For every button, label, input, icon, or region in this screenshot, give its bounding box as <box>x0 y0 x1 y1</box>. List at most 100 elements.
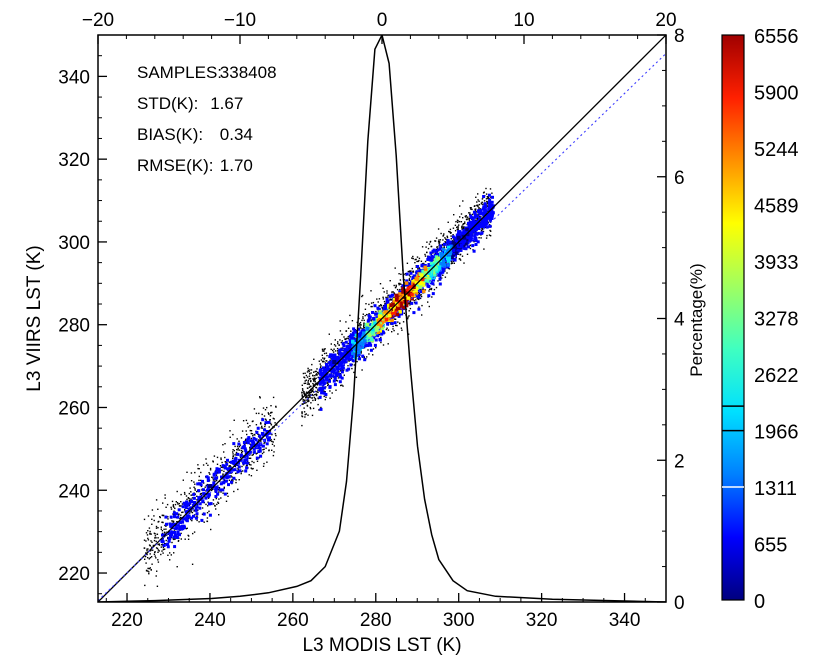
outlier-point <box>316 393 317 394</box>
outlier-point <box>431 246 432 247</box>
outlier-point <box>388 343 389 344</box>
density-cell <box>391 322 394 325</box>
outlier-point <box>194 488 195 489</box>
outlier-point <box>309 384 310 385</box>
outlier-point <box>339 339 340 340</box>
density-cell <box>407 296 410 299</box>
outlier-point <box>444 237 445 238</box>
outlier-point <box>171 520 172 521</box>
outlier-point <box>196 491 197 492</box>
outlier-point <box>170 507 171 508</box>
outlier-point <box>417 268 418 269</box>
outlier-point <box>418 260 419 261</box>
outlier-point <box>268 449 269 450</box>
outlier-point <box>203 464 204 465</box>
outlier-point <box>238 448 239 449</box>
outlier-point <box>451 263 452 264</box>
density-cell <box>457 230 460 233</box>
outlier-point <box>438 228 439 229</box>
outlier-point <box>156 528 157 529</box>
outlier-point <box>392 326 393 327</box>
outlier-point <box>227 496 228 497</box>
outlier-point <box>350 331 351 332</box>
y-tick-label: 280 <box>58 316 90 337</box>
outlier-point <box>458 227 459 228</box>
outlier-point <box>157 527 158 528</box>
outlier-point <box>459 205 460 206</box>
outlier-point <box>386 292 387 293</box>
density-cell <box>267 421 270 424</box>
outlier-point <box>246 420 247 421</box>
outlier-point <box>437 280 438 281</box>
outlier-point <box>429 243 430 244</box>
density-cell <box>387 300 390 303</box>
density-cell <box>214 495 217 498</box>
density-cell <box>163 544 166 547</box>
density-cell <box>362 331 365 334</box>
outlier-point <box>307 382 308 383</box>
outlier-point <box>310 372 311 373</box>
outlier-point <box>304 403 305 404</box>
outlier-point <box>275 406 276 407</box>
outlier-point <box>273 418 274 419</box>
density-cell <box>402 306 405 309</box>
outlier-point <box>159 543 160 544</box>
outlier-point <box>408 315 409 316</box>
outlier-point <box>144 547 145 548</box>
outlier-point <box>463 262 464 263</box>
outlier-point <box>307 415 308 416</box>
outlier-point <box>186 495 187 496</box>
outlier-point <box>386 290 387 291</box>
outlier-point <box>409 280 410 281</box>
outlier-point <box>223 471 224 472</box>
density-cell <box>259 447 262 450</box>
outlier-point <box>149 527 150 528</box>
outlier-point <box>204 522 205 523</box>
density-cell <box>201 500 204 503</box>
outlier-point <box>272 444 273 445</box>
outlier-point <box>304 416 305 417</box>
outlier-point <box>382 297 383 298</box>
outlier-point <box>457 229 458 230</box>
outlier-point <box>312 395 313 396</box>
density-cell <box>227 483 230 486</box>
outlier-point <box>430 241 431 242</box>
outlier-point <box>317 392 318 393</box>
outlier-point <box>450 229 451 230</box>
outlier-point <box>362 295 363 296</box>
outlier-point <box>192 564 193 565</box>
outlier-point <box>151 524 152 525</box>
density-cell <box>466 236 469 239</box>
outlier-point <box>303 393 304 394</box>
outlier-point <box>183 480 184 481</box>
outlier-point <box>455 230 456 231</box>
outlier-point <box>199 468 200 469</box>
density-cell <box>388 314 391 317</box>
outlier-point <box>249 425 250 426</box>
outlier-point <box>437 246 438 247</box>
outlier-point <box>218 491 219 492</box>
outlier-point <box>157 586 158 587</box>
outlier-point <box>154 537 155 538</box>
outlier-point <box>161 546 162 547</box>
density-cell <box>325 376 328 379</box>
outlier-point <box>444 241 445 242</box>
outlier-point <box>192 533 193 534</box>
x2-tick-label: 0 <box>377 10 388 31</box>
density-cell <box>383 306 386 309</box>
density-cell <box>370 349 373 352</box>
density-cell <box>374 304 377 307</box>
outlier-point <box>264 426 265 427</box>
density-cell <box>328 380 331 383</box>
outlier-point <box>417 256 418 257</box>
outlier-point <box>155 535 156 536</box>
outlier-point <box>156 499 157 500</box>
outlier-point <box>172 501 173 502</box>
outlier-point <box>465 216 466 217</box>
outlier-point <box>460 259 461 260</box>
outlier-point <box>147 534 148 535</box>
outlier-point <box>414 262 415 263</box>
outlier-point <box>193 487 194 488</box>
outlier-point <box>246 434 247 435</box>
outlier-point <box>305 380 306 381</box>
